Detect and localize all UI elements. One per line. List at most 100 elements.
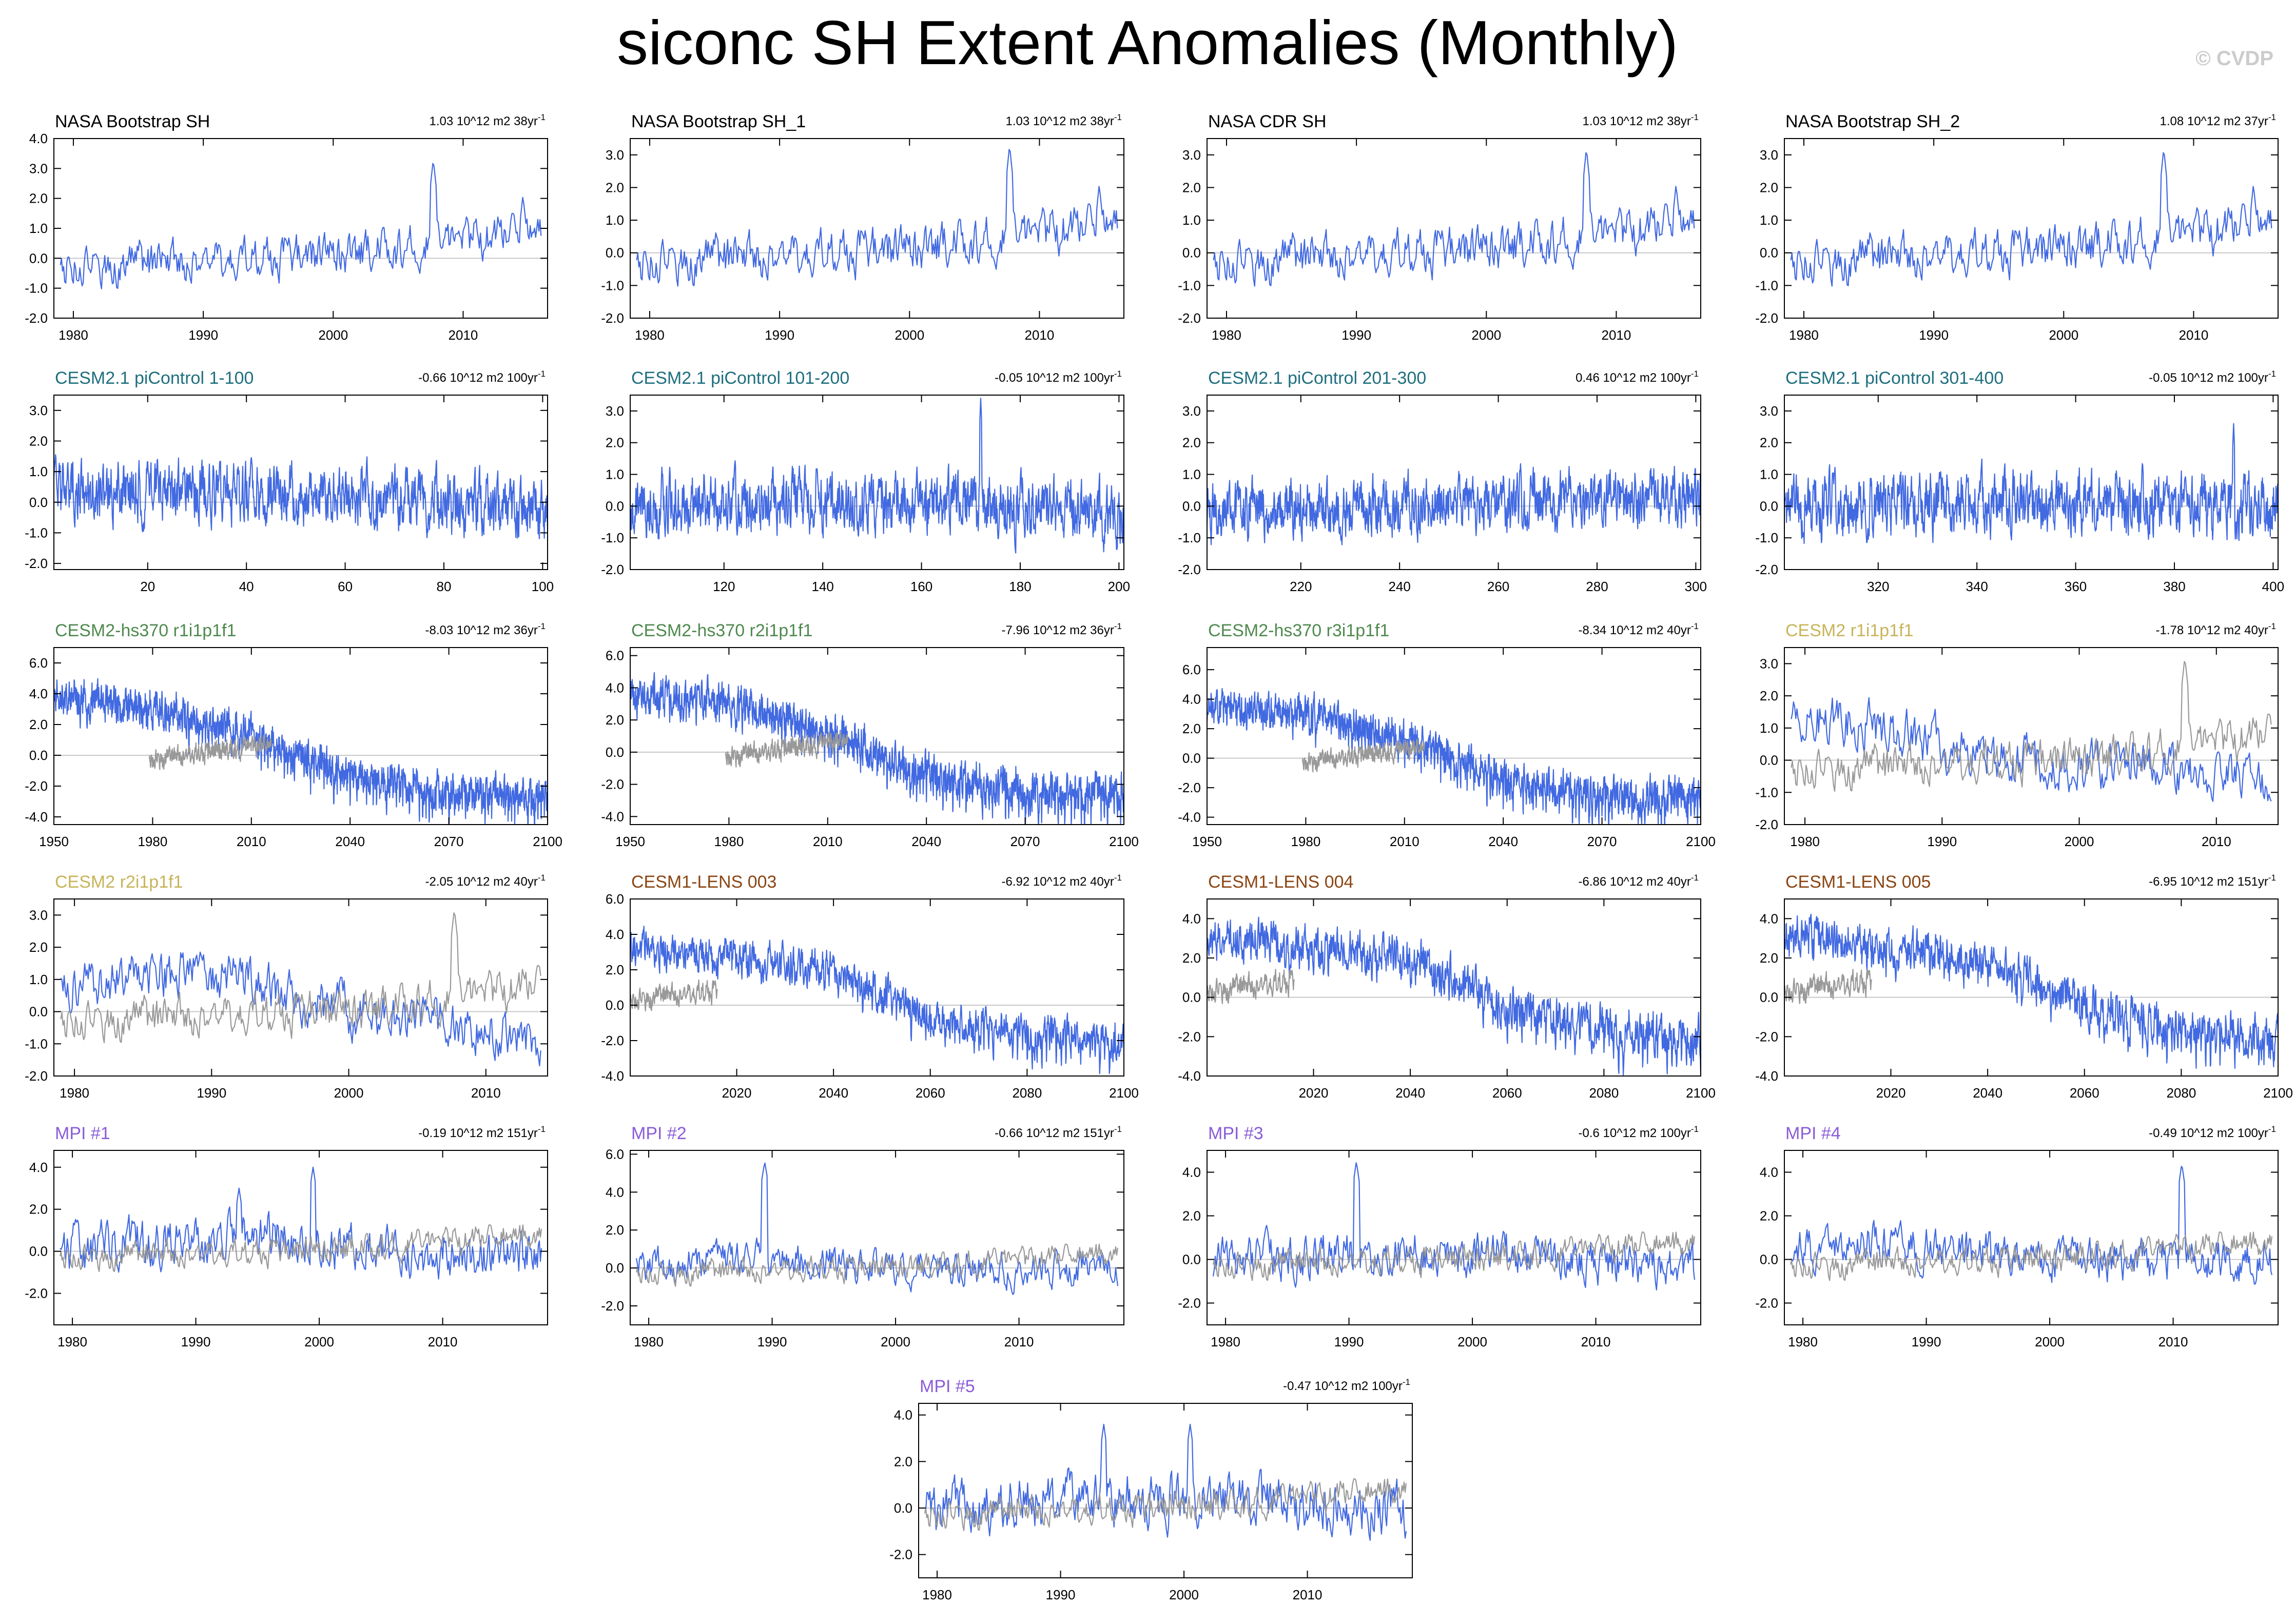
y-tick-label: -2.0 (1755, 1296, 1778, 1311)
y-tick-label: 4.0 (894, 1407, 912, 1423)
panel-trend-label: -8.34 10^12 m2 40yr-1 (1578, 621, 1699, 637)
x-tick-label: 1990 (188, 327, 218, 343)
x-tick-label: 1980 (1211, 1334, 1240, 1349)
y-tick-label: 1.0 (1760, 720, 1778, 736)
plot-frame (1207, 647, 1701, 825)
y-tick-label: 3.0 (1182, 147, 1201, 163)
x-tick-label: 1990 (757, 1334, 787, 1349)
plot-frame (630, 647, 1124, 825)
x-tick-label: 2060 (2070, 1085, 2099, 1101)
model-series-line (60, 951, 541, 1067)
y-tick-label: 0.0 (1760, 498, 1778, 514)
y-tick-label: -2.0 (889, 1547, 912, 1562)
x-tick-label: 1980 (57, 1334, 87, 1349)
plot-frame (630, 1150, 1124, 1325)
plot-frame (53, 1150, 548, 1325)
plot-frame (1784, 898, 2279, 1077)
panel-title: CESM2.1 piControl 201-300 (1208, 368, 1426, 388)
chart-panel-16: CESM1-LENS 005 -6.95 10^12 m2 151yr-1 -4.0… (1755, 872, 2293, 1101)
x-tick-label: 2100 (1686, 1085, 1716, 1101)
y-tick-label: 4.0 (1182, 1165, 1201, 1180)
y-tick-label: 2.0 (1182, 950, 1201, 966)
x-tick-label: 1980 (60, 1085, 89, 1101)
y-tick-label: 3.0 (606, 403, 624, 419)
x-tick-label: 2100 (2263, 1085, 2293, 1101)
obs-series-line (635, 1243, 1119, 1287)
x-tick-label: 2000 (2035, 1334, 2065, 1349)
model-series-line (629, 398, 1125, 554)
x-tick-label: 2010 (237, 834, 266, 849)
panel-title: CESM2-hs370 r2i1p1f1 (631, 621, 812, 640)
y-tick-label: 0.0 (1760, 245, 1778, 261)
trend-exponent: -1 (1114, 621, 1122, 631)
x-tick-label: 2080 (1589, 1085, 1619, 1101)
x-tick-label: 1990 (197, 1085, 226, 1101)
y-tick-label: 3.0 (29, 907, 48, 923)
x-tick-label: 1990 (1912, 1334, 1941, 1349)
y-tick-label: 0.0 (29, 495, 48, 510)
x-tick-label: 2040 (1395, 1085, 1425, 1101)
panel-trend-label: -0.66 10^12 m2 151yr-1 (995, 1124, 1122, 1140)
x-tick-label: 1990 (1341, 327, 1371, 343)
x-tick-label: 2040 (819, 1085, 848, 1101)
y-tick-label: 4.0 (606, 927, 624, 942)
model-series-line (53, 454, 549, 540)
y-tick-label: 0.0 (1182, 245, 1201, 261)
panel-title: CESM1-LENS 004 (1208, 872, 1353, 892)
plot-frame (1784, 138, 2279, 319)
panel-title: CESM2 r2i1p1f1 (55, 872, 183, 892)
x-tick-label: 200 (1108, 579, 1130, 594)
y-tick-label: 1.0 (29, 221, 48, 236)
obs-series-line (1212, 1231, 1696, 1281)
x-tick-label: 2010 (449, 327, 478, 343)
y-tick-label: 1.0 (29, 972, 48, 987)
x-tick-label: 300 (1685, 579, 1707, 594)
model-series-line (1212, 1162, 1696, 1290)
x-tick-label: 80 (437, 579, 452, 594)
trend-exponent: -1 (1691, 873, 1699, 883)
x-tick-label: 2010 (428, 1334, 458, 1349)
panel-title: CESM2.1 piControl 1-100 (55, 368, 254, 388)
trend-exponent: -1 (538, 621, 546, 631)
model-series-line (1790, 1166, 2273, 1285)
x-tick-label: 1980 (922, 1587, 952, 1602)
x-tick-label: 1990 (1334, 1334, 1364, 1349)
panel-trend-label: 1.03 10^12 m2 38yr-1 (1582, 112, 1699, 128)
x-tick-label: 1990 (1927, 834, 1957, 849)
y-tick-label: 6.0 (606, 1146, 624, 1162)
x-tick-label: 1980 (59, 327, 88, 343)
plot-frame (918, 1403, 1413, 1578)
y-tick-label: -1.0 (1755, 785, 1778, 800)
y-tick-label: -1.0 (25, 1036, 48, 1051)
y-tick-label: 0.0 (894, 1500, 912, 1516)
y-tick-label: -2.0 (601, 777, 624, 792)
x-tick-label: 140 (811, 579, 833, 594)
panel-trend-label: -0.47 10^12 m2 100yr-1 (1283, 1377, 1410, 1393)
panel-title: MPI #4 (1785, 1124, 1841, 1143)
y-tick-label: 2.0 (1182, 721, 1201, 736)
y-tick-label: 0.0 (1760, 1252, 1778, 1267)
model-series-line (630, 672, 1125, 825)
trend-exponent: -1 (538, 112, 546, 122)
y-tick-label: 6.0 (1182, 662, 1201, 677)
x-tick-label: 2010 (2179, 327, 2209, 343)
panel-title: MPI #5 (920, 1377, 975, 1396)
x-tick-label: 1950 (615, 834, 645, 849)
x-tick-label: 240 (1388, 579, 1410, 594)
x-tick-label: 2010 (1581, 1334, 1611, 1349)
plot-frame (53, 395, 548, 570)
x-tick-label: 2010 (813, 834, 843, 849)
x-tick-label: 2010 (1602, 327, 1631, 343)
y-tick-label: 0.0 (1760, 990, 1778, 1005)
panel-trend-label: -0.6 10^12 m2 100yr-1 (1578, 1124, 1699, 1140)
x-tick-label: 2010 (1004, 1334, 1034, 1349)
x-tick-label: 120 (713, 579, 735, 594)
y-tick-label: 2.0 (1760, 688, 1778, 703)
plot-frame (1784, 1150, 2279, 1325)
x-tick-label: 220 (1290, 579, 1312, 594)
obs-series-line (1791, 661, 2272, 792)
obs-series-line (60, 912, 541, 1044)
y-tick-label: 0.0 (1182, 498, 1201, 514)
trend-exponent: -1 (2268, 873, 2276, 883)
x-tick-label: 2000 (1457, 1334, 1487, 1349)
